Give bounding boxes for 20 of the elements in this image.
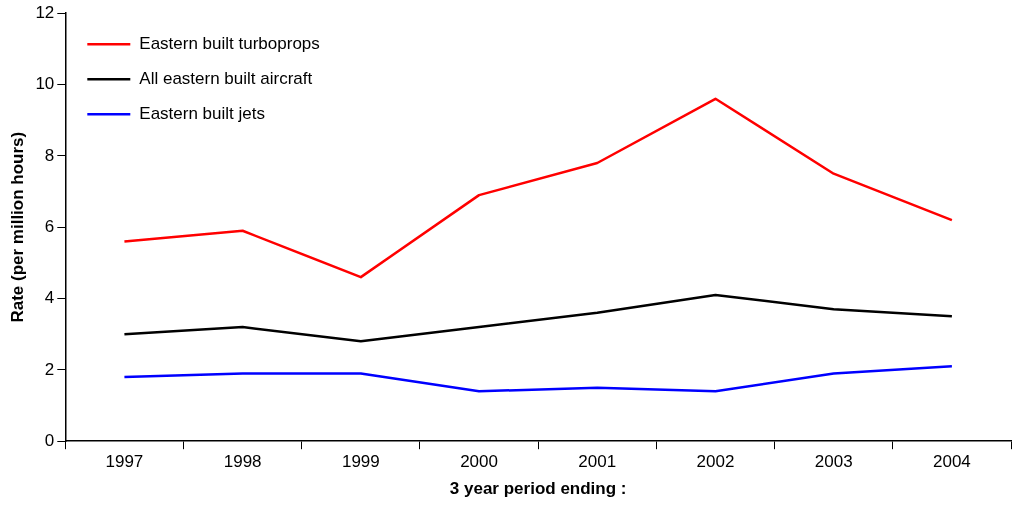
- legend-label: All eastern built aircraft: [139, 68, 313, 88]
- x-tick-label: 1997: [105, 452, 144, 472]
- y-tick-label: 0: [44, 430, 55, 450]
- legend-label: Eastern built jets: [139, 103, 265, 123]
- y-tick-label: 10: [35, 74, 55, 94]
- y-tick-label: 2: [44, 359, 55, 379]
- x-axis-title: 3 year period ending :: [449, 479, 627, 499]
- y-axis-title: Rate (per million hours): [7, 131, 27, 323]
- y-tick-label: 8: [44, 145, 55, 165]
- y-tick-label: 12: [35, 2, 55, 22]
- x-tick-label: 2004: [932, 452, 971, 472]
- y-tick-label: 6: [44, 216, 55, 236]
- x-tick-label: 2001: [578, 452, 617, 472]
- x-tick-label: 1999: [341, 452, 380, 472]
- y-tick-label: 4: [44, 288, 55, 308]
- x-tick-label: 2000: [460, 452, 498, 472]
- legend-label: Eastern built turboprops: [139, 33, 320, 53]
- x-tick-label: 2002: [696, 452, 735, 472]
- x-tick-label: 1998: [223, 452, 262, 472]
- x-tick-label: 2003: [814, 452, 853, 472]
